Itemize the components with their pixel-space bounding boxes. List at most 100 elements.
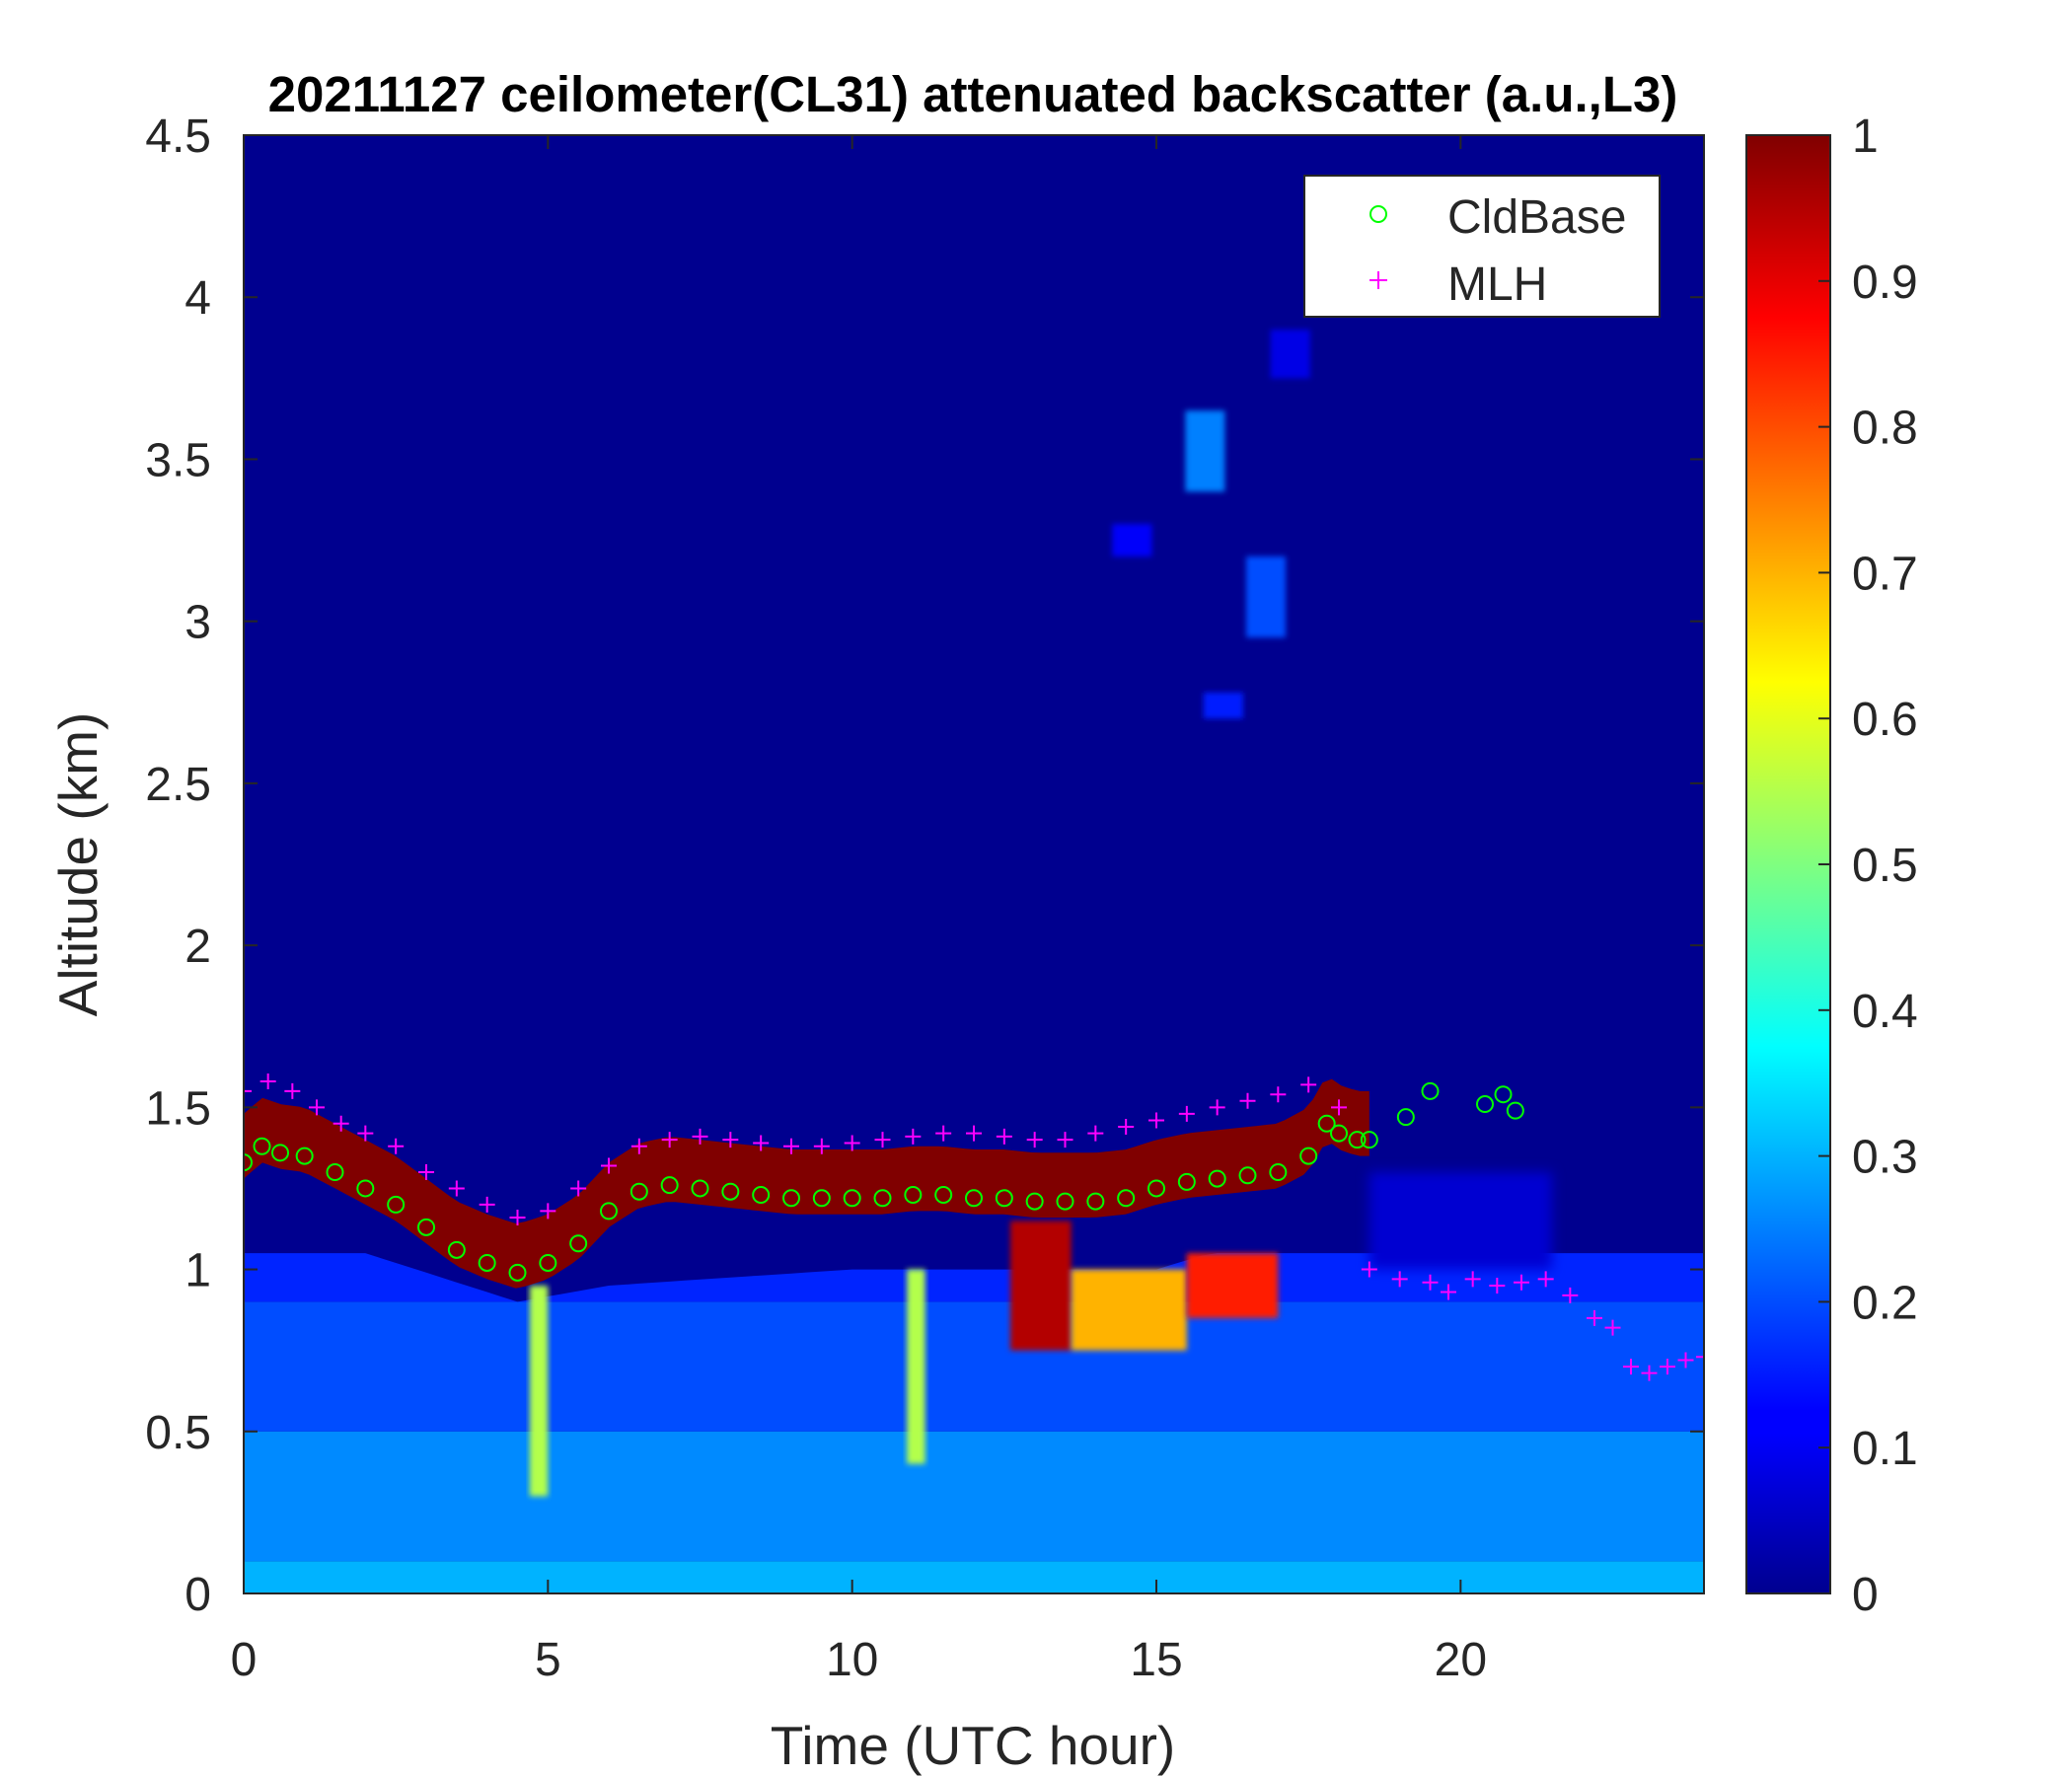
cldbase-point	[539, 1253, 557, 1272]
high-feature-1	[1246, 555, 1286, 638]
cloud-layer	[244, 1078, 1369, 1289]
y-tick-label: 0	[185, 1569, 211, 1621]
mlh-point	[1514, 1274, 1529, 1291]
series-layer	[244, 1073, 1704, 1381]
mlh-point	[783, 1138, 799, 1154]
cldbase-point	[1056, 1192, 1074, 1211]
mlh-point	[1441, 1284, 1456, 1300]
mlh-point	[1209, 1099, 1225, 1116]
aerosol-band-3	[244, 1253, 1704, 1302]
residual-haze	[1369, 1172, 1552, 1270]
colorbar-tick-label: 0.4	[1852, 986, 1918, 1038]
legend-cldbase-marker	[1369, 205, 1387, 223]
cldbase-point	[1476, 1095, 1494, 1114]
mlh-point	[509, 1210, 526, 1225]
cldbase-point	[1330, 1124, 1348, 1143]
y-tick-label: 1.5	[145, 1082, 211, 1135]
mlh-point	[630, 1138, 647, 1154]
mlh-point	[1270, 1086, 1287, 1103]
cldbase-point	[843, 1189, 861, 1208]
mlh-point	[722, 1132, 739, 1148]
mlh-point	[1118, 1119, 1135, 1136]
cldbase-point	[904, 1186, 923, 1205]
cldbase-point	[1269, 1163, 1288, 1182]
cldbase-point	[1494, 1085, 1513, 1104]
mlh-point	[1057, 1132, 1073, 1148]
chart-title: 20211127 ceilometer(CL31) attenuated bac…	[268, 66, 1678, 122]
mlh-point	[333, 1115, 349, 1132]
high-feature-3	[1270, 330, 1310, 379]
cldbase-point	[691, 1179, 709, 1198]
cldbase-point	[478, 1253, 496, 1272]
cldbase-point	[1317, 1114, 1336, 1133]
mlh-point	[357, 1125, 374, 1142]
intense-region-1	[1071, 1269, 1187, 1351]
colorbar-tick-label: 0.8	[1852, 403, 1918, 455]
cldbase-point	[387, 1195, 406, 1214]
cldbase-point	[295, 1147, 314, 1165]
legend-mlh-marker	[1369, 271, 1387, 289]
y-tick-label: 1	[185, 1245, 211, 1297]
mlh-point	[1604, 1319, 1621, 1336]
mlh-point	[1361, 1261, 1377, 1278]
cldbase-point	[873, 1189, 892, 1208]
mlh-point	[1391, 1271, 1408, 1288]
colorbar-tick-label: 0.7	[1852, 548, 1918, 600]
mlh-point	[1464, 1271, 1481, 1288]
y-tick-label: 3	[185, 597, 211, 649]
cldbase-point	[1147, 1179, 1165, 1198]
mlh-point	[935, 1125, 952, 1142]
intense-region-3	[907, 1269, 925, 1464]
mlh-point	[601, 1157, 617, 1174]
cldbase-point	[1086, 1192, 1105, 1211]
mlh-point	[259, 1073, 276, 1090]
mlh-point	[661, 1132, 678, 1148]
aerosol-band-2	[244, 1301, 1704, 1432]
colorbar: 0 0.1 0.2 0.3 0.4 0.5 0.6 0.7 0.8 0.9 1	[1745, 111, 1918, 1621]
cldbase-point	[1348, 1131, 1367, 1149]
cldbase-point	[1117, 1189, 1136, 1208]
mlh-point	[1178, 1105, 1195, 1122]
cldbase-point	[934, 1186, 953, 1205]
colorbar-tick-label: 0.2	[1852, 1277, 1918, 1329]
y-tick-label: 2	[185, 921, 211, 973]
mlh-point	[1587, 1309, 1602, 1326]
mlh-point	[1537, 1271, 1554, 1288]
x-axis-label: Time (UTC hour)	[771, 1715, 1176, 1776]
y-axis-label: Altitude (km)	[47, 712, 109, 1017]
y-tick-label: 2.5	[145, 759, 211, 811]
cldbase-point	[244, 1153, 253, 1172]
mlh-point	[309, 1099, 325, 1116]
colorbar-tick-label: 0.5	[1852, 840, 1918, 892]
mlh-point	[1422, 1274, 1439, 1291]
x-tick-label: 20	[1435, 1634, 1487, 1686]
cldbase-point	[995, 1189, 1013, 1208]
plot-area	[244, 135, 1704, 1593]
mlh-point	[753, 1135, 770, 1151]
cldbase-point	[629, 1182, 648, 1201]
mlh-point	[388, 1138, 405, 1154]
cldbase-point	[447, 1240, 466, 1259]
mlh-point	[244, 1082, 252, 1099]
cldbase-point	[417, 1218, 435, 1236]
intense-region-4	[529, 1285, 549, 1497]
mlh-point	[996, 1128, 1012, 1145]
cldbase-point	[1238, 1166, 1257, 1185]
aerosol-band-1	[244, 1431, 1704, 1562]
cldbase-point	[1177, 1172, 1196, 1191]
cldbase-point	[1506, 1101, 1524, 1120]
mlh-point	[1331, 1099, 1347, 1116]
mlh-point	[692, 1128, 708, 1145]
cldbase-point	[812, 1189, 831, 1208]
mlh-point	[1239, 1092, 1256, 1109]
high-feature-0	[1185, 410, 1225, 492]
legend-box	[1303, 175, 1661, 318]
legend-mlh-label: MLH	[1447, 259, 1547, 311]
cldbase-point	[1299, 1147, 1318, 1165]
x-tick-label: 5	[535, 1634, 561, 1686]
y-tick-label: 4.5	[145, 111, 211, 163]
cldbase-point	[1421, 1081, 1440, 1100]
mlh-point	[570, 1180, 587, 1197]
mlh-point	[1148, 1112, 1164, 1129]
